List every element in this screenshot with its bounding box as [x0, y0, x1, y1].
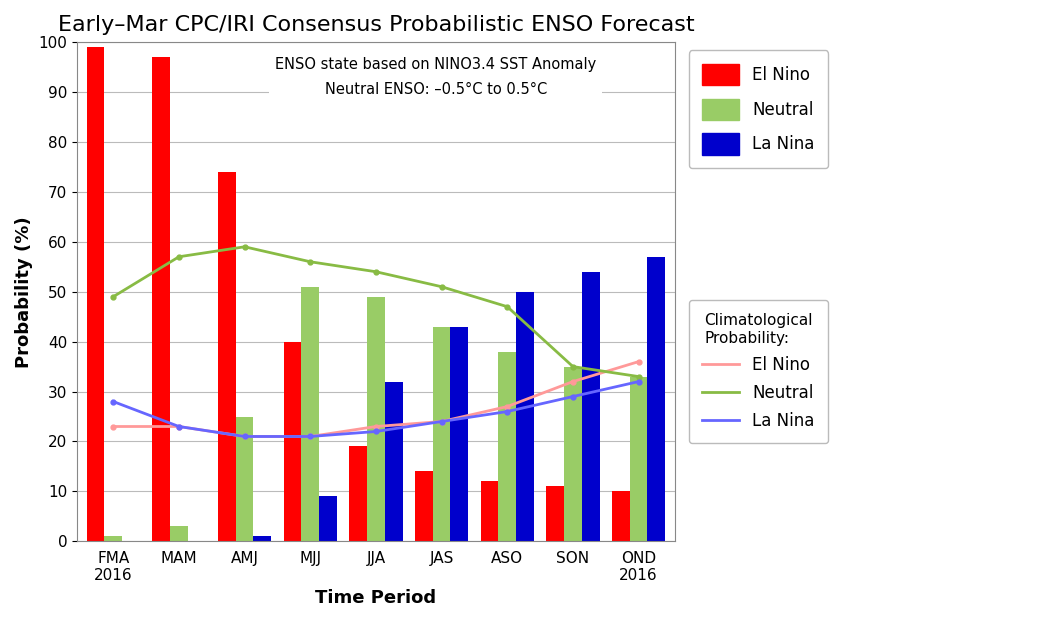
Bar — [415, 471, 433, 541]
Bar — [582, 272, 600, 541]
Bar — [384, 381, 402, 541]
Bar — [481, 481, 499, 541]
Bar — [630, 376, 648, 541]
Bar — [319, 496, 337, 541]
Bar — [152, 57, 170, 541]
Bar — [564, 366, 582, 541]
Bar — [450, 327, 468, 541]
Bar — [612, 491, 630, 541]
Bar — [499, 351, 517, 541]
Bar — [350, 447, 368, 541]
Bar — [87, 47, 104, 541]
Bar — [284, 341, 301, 541]
Text: ENSO state based on NINO3.4 SST Anomaly
Neutral ENSO: –0.5°C to 0.5°C: ENSO state based on NINO3.4 SST Anomaly … — [275, 57, 596, 96]
Bar — [301, 287, 319, 541]
Bar — [648, 257, 666, 541]
Bar — [253, 536, 271, 541]
Bar — [368, 297, 384, 541]
Bar — [236, 417, 253, 541]
Bar — [433, 327, 450, 541]
Y-axis label: Probability (%): Probability (%) — [15, 216, 33, 368]
X-axis label: Time Period: Time Period — [315, 589, 437, 607]
Bar — [517, 292, 533, 541]
Bar — [170, 526, 188, 541]
Legend: El Nino, Neutral, La Nina: El Nino, Neutral, La Nina — [689, 300, 828, 443]
Title: Early–Mar CPC/IRI Consensus Probabilistic ENSO Forecast: Early–Mar CPC/IRI Consensus Probabilisti… — [58, 15, 694, 35]
Bar — [104, 536, 122, 541]
Bar — [546, 486, 564, 541]
Bar — [218, 172, 236, 541]
